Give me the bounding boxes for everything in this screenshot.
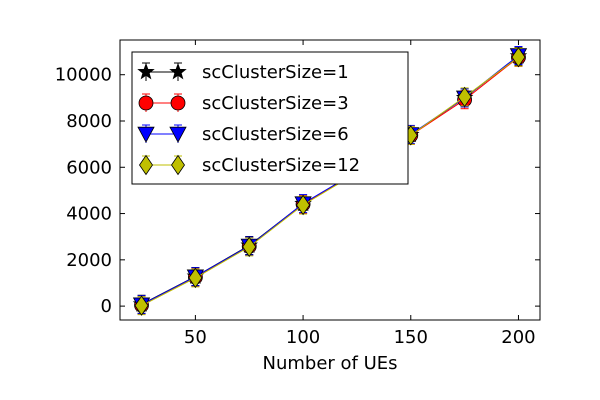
legend-entry: scClusterSize=3	[138, 93, 349, 114]
legend-marker	[169, 126, 187, 143]
x-tick-label: 200	[501, 327, 535, 348]
legend-entry: scClusterSize=12	[139, 154, 360, 176]
x-axis-label: Number of UEs	[262, 353, 397, 374]
legend-label: scClusterSize=1	[202, 62, 349, 83]
data-point	[134, 295, 149, 316]
legend-label: scClusterSize=3	[202, 93, 349, 114]
data-point	[242, 236, 257, 258]
x-tick-label: 50	[184, 327, 207, 348]
y-tick-label: 2000	[66, 250, 112, 271]
y-tick-label: 4000	[66, 204, 112, 225]
y-tick-label: 6000	[66, 157, 112, 178]
legend-marker	[169, 62, 187, 80]
legend-marker	[137, 126, 155, 143]
legend-marker	[139, 154, 153, 176]
data-point	[188, 267, 203, 289]
y-tick-label: 0	[101, 296, 112, 317]
x-tick-label: 150	[394, 327, 428, 348]
data-point	[511, 46, 526, 68]
legend-label: scClusterSize=12	[202, 155, 360, 176]
legend-marker	[171, 154, 185, 176]
legend-label: scClusterSize=6	[202, 124, 349, 145]
y-tick-label: 10000	[55, 65, 112, 86]
legend-marker	[137, 62, 155, 80]
legend-marker	[138, 95, 154, 111]
legend-entry: scClusterSize=6	[137, 124, 349, 145]
data-point	[457, 86, 472, 108]
y-tick-label: 8000	[66, 111, 112, 132]
legend: scClusterSize=1 scClusterSize=3 scClusterS…	[131, 51, 409, 185]
plot-frame	[119, 39, 541, 321]
legend-marker	[170, 95, 186, 111]
data-point	[296, 194, 311, 216]
legend-entry: scClusterSize=1	[137, 62, 349, 83]
x-tick-label: 100	[286, 327, 320, 348]
series-line	[141, 56, 519, 307]
